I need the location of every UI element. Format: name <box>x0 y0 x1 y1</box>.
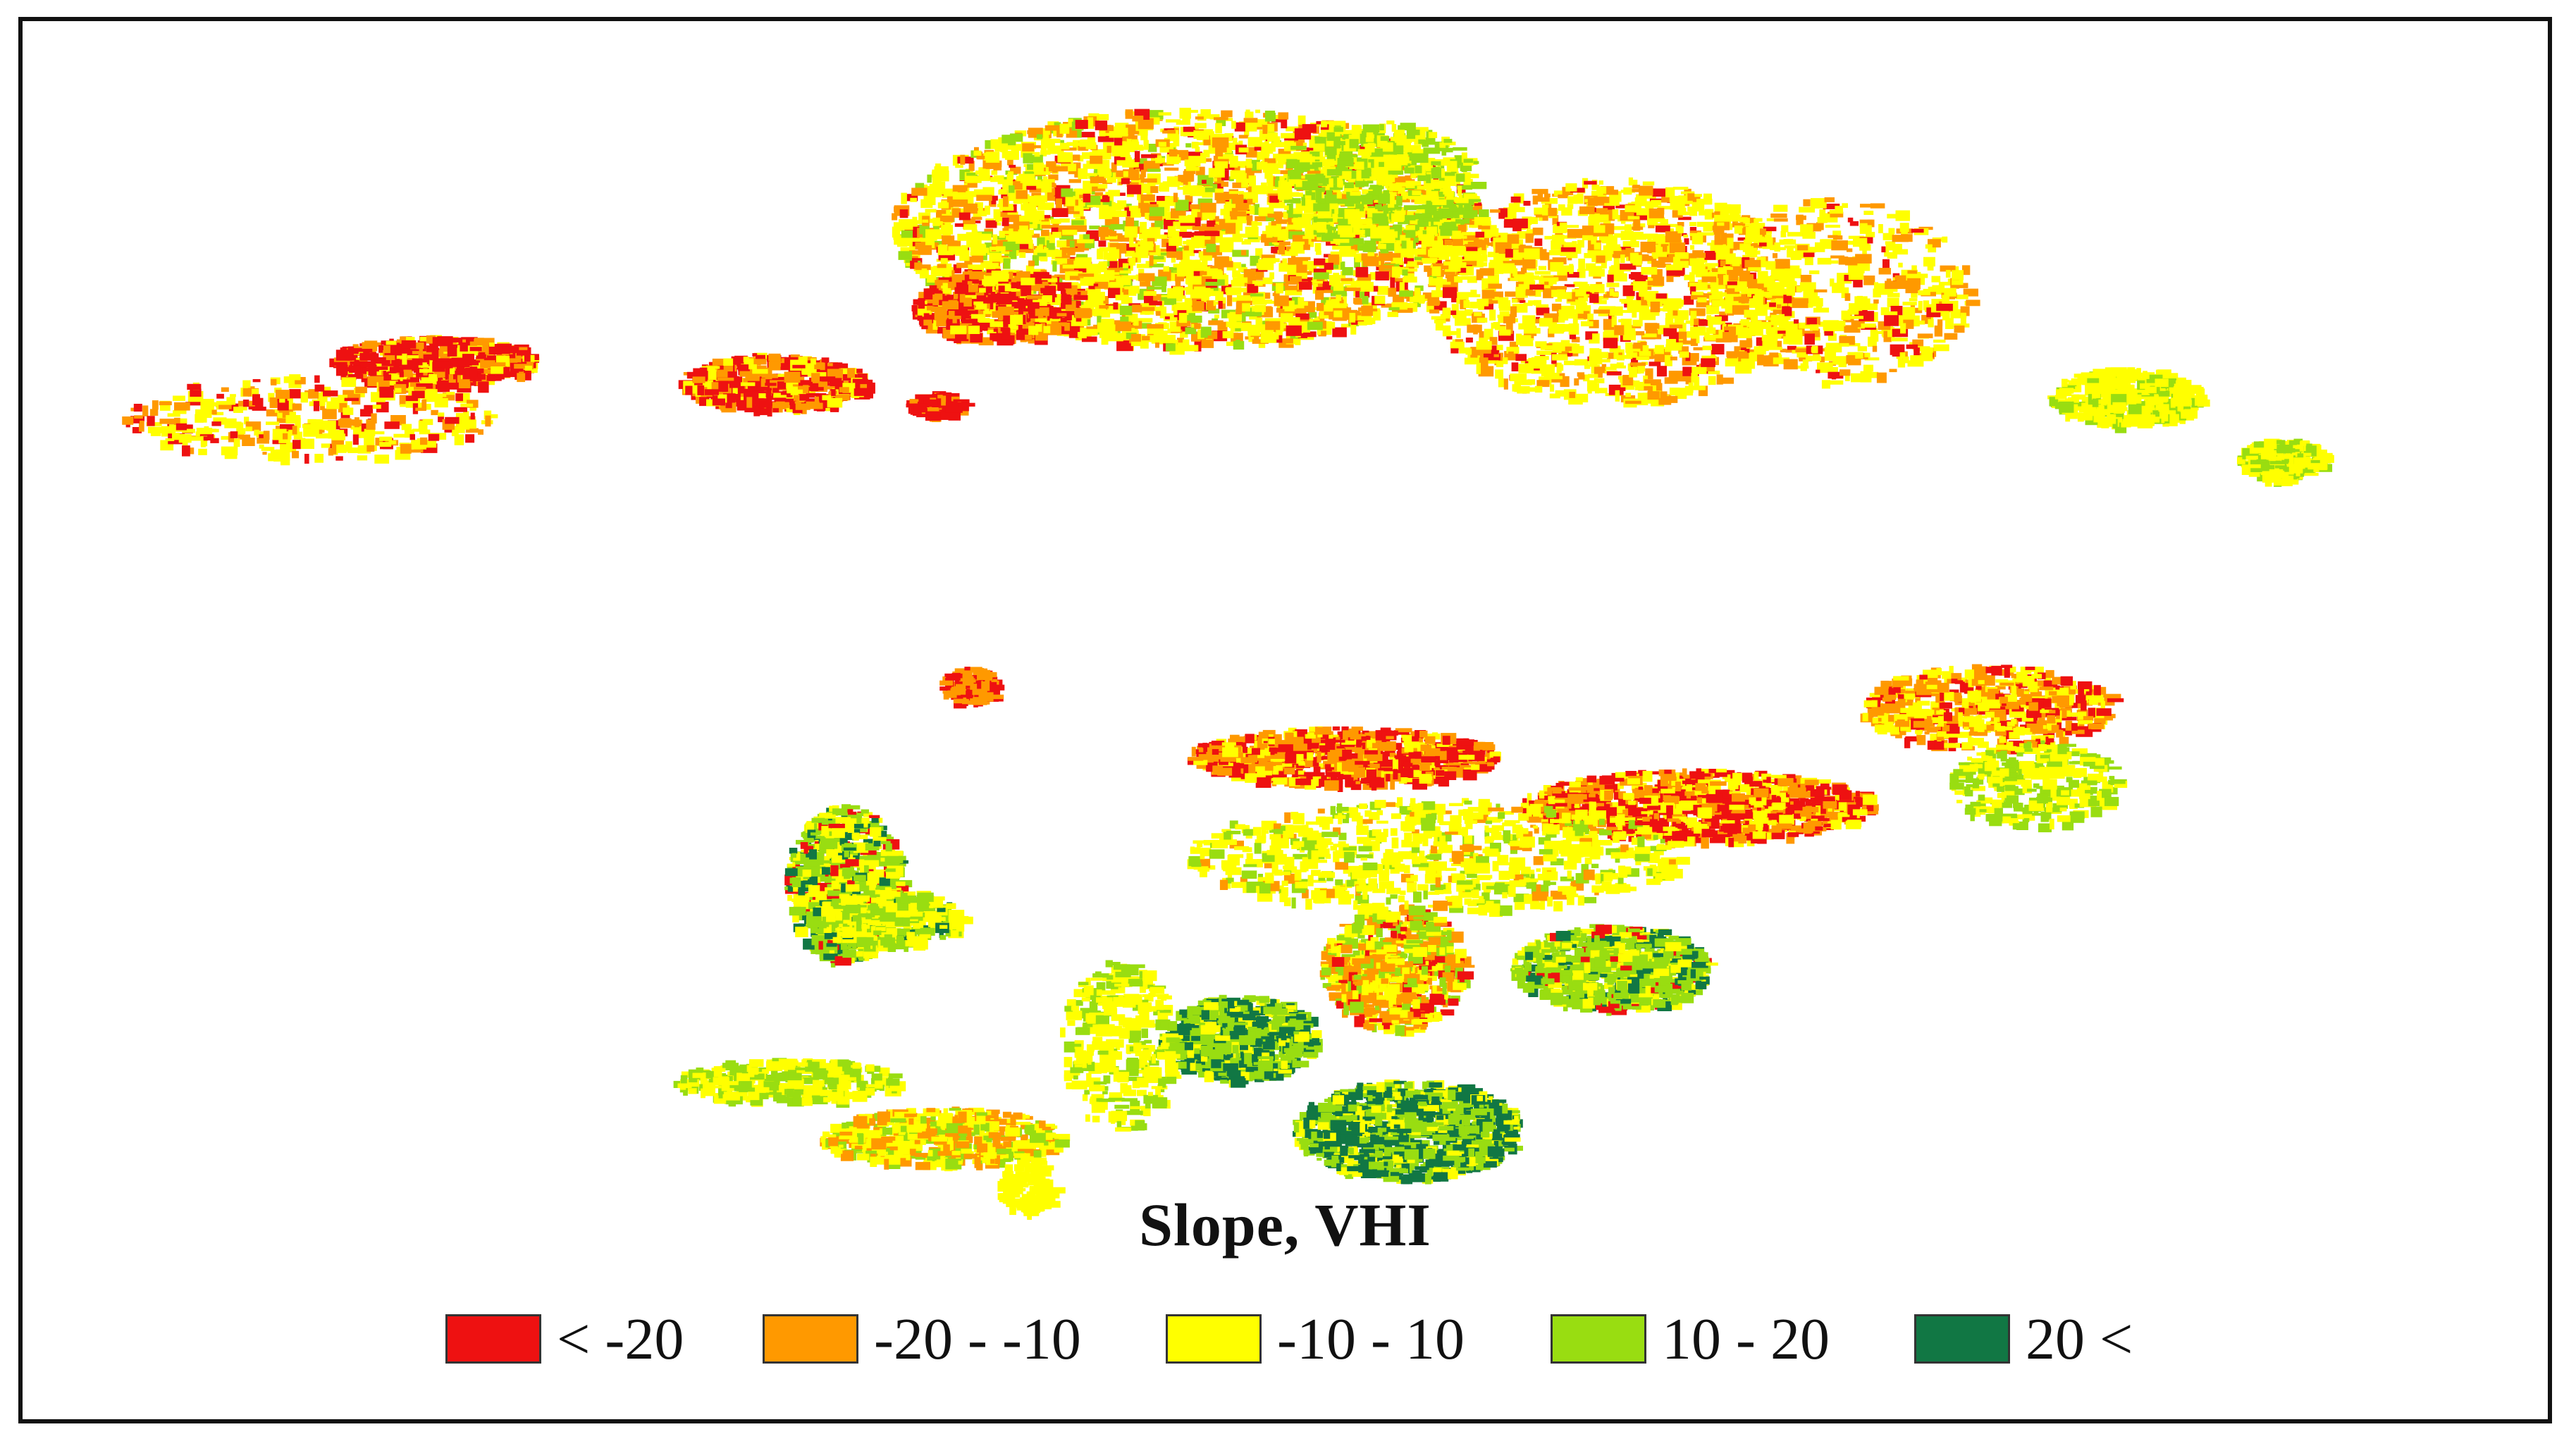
legend-swatch <box>763 1314 858 1364</box>
legend-item-gt-20: 20 < <box>1914 1304 2133 1374</box>
legend-item-minus-20-to-minus-10: -20 - -10 <box>763 1304 1081 1374</box>
legend-item-lt-minus-20: < -20 <box>445 1304 684 1374</box>
legend-item-minus-10-to-10: -10 - 10 <box>1166 1304 1465 1374</box>
vhi-slope-map <box>122 107 2334 1221</box>
legend-label: -10 - 10 <box>1277 1306 1465 1372</box>
legend-label: -20 - -10 <box>874 1306 1081 1372</box>
legend-swatch <box>1551 1314 1646 1364</box>
legend-swatch <box>1914 1314 2010 1364</box>
legend: < -20 -20 - -10 -10 - 10 10 - 20 20 < <box>445 1304 2207 1374</box>
legend-swatch <box>445 1314 541 1364</box>
map-title: Slope, VHI <box>1139 1191 1431 1259</box>
legend-label: 10 - 20 <box>1662 1306 1830 1372</box>
legend-label: 20 < <box>2026 1306 2133 1372</box>
legend-item-10-to-20: 10 - 20 <box>1551 1304 1830 1374</box>
legend-label: < -20 <box>557 1306 684 1372</box>
map-frame: Slope, VHI < -20 -20 - -10 -10 - 10 10 -… <box>18 17 2552 1423</box>
legend-swatch <box>1166 1314 1262 1364</box>
